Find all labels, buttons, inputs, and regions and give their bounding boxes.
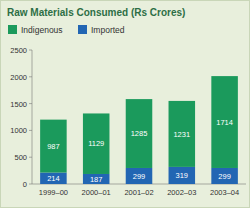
x-tick-label: 2000–01 [82, 188, 111, 197]
x-tick-label: 1999–00 [39, 188, 68, 197]
y-tick-label: 2000 [10, 73, 27, 82]
legend-swatch [78, 25, 87, 34]
tick-mark [29, 76, 32, 77]
bar [83, 113, 110, 174]
data-label: 187 [90, 175, 103, 184]
bars [40, 76, 238, 184]
bar [169, 167, 196, 184]
data-label: 319 [176, 171, 189, 180]
y-axis [32, 50, 33, 184]
bar [211, 76, 238, 168]
y-tick-label: 2500 [10, 46, 27, 55]
title: Raw Materials Consumed (Rs Crores) [7, 7, 185, 18]
bar [83, 174, 110, 184]
bar [126, 99, 153, 168]
tick-mark [29, 103, 32, 104]
data-label: 1231 [173, 130, 190, 139]
y-tick-label: 1000 [10, 126, 27, 135]
legend-swatch [8, 25, 17, 34]
data-label: 1285 [131, 129, 148, 138]
data-label: 1714 [216, 118, 233, 127]
data-label: 214 [47, 174, 60, 183]
bar [126, 168, 153, 184]
data-labels: 214 987 187 1129 299 1285 319 1231 299 1714 [47, 118, 233, 184]
legend-label: Indigenous [21, 25, 63, 35]
data-label: 299 [133, 172, 146, 181]
y-tick-label: 1500 [10, 100, 27, 109]
data-label: 1129 [88, 139, 104, 148]
y-tick-label: 500 [14, 153, 27, 162]
tick-mark [29, 184, 32, 185]
x-tick-label: 2001–02 [124, 188, 153, 197]
chart-wrap: Raw Materials Consumed (Rs Crores) Indige… [0, 0, 250, 208]
bar [40, 120, 67, 173]
tick-mark [29, 130, 32, 131]
data-label: 299 [218, 172, 231, 181]
legend-label: Imported [91, 25, 125, 35]
bar [40, 173, 67, 184]
y-tick-label: 0 [23, 180, 27, 189]
chart: Raw Materials Consumed (Rs Crores) Indige… [0, 0, 250, 208]
bar [211, 168, 238, 184]
tick-mark [29, 157, 32, 158]
background [1, 1, 250, 208]
bar [169, 101, 196, 167]
data-label: 987 [47, 142, 60, 151]
tick-mark [29, 50, 32, 51]
x-tick-label: 2002–03 [167, 188, 196, 197]
x-tick-label: 2003–04 [210, 188, 239, 197]
